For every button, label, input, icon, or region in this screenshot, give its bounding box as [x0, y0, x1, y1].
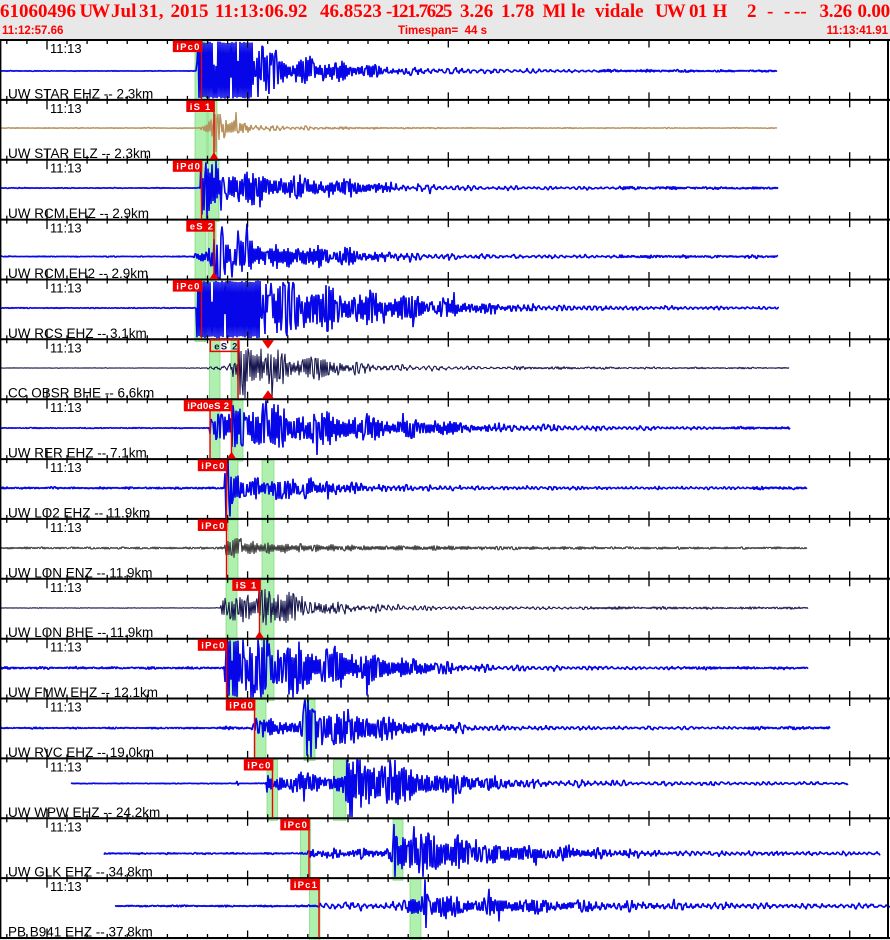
svg-text:UW RCS EHZ -- 3.1km: UW RCS EHZ -- 3.1km: [8, 326, 147, 341]
svg-text:11:13: 11:13: [50, 161, 82, 176]
svg-text:eS 2: eS 2: [214, 341, 238, 352]
svg-text:11:13: 11:13: [50, 400, 82, 415]
svg-text:UW RCM EH2 -- 2.9km: UW RCM EH2 -- 2.9km: [8, 266, 148, 281]
svg-text:11:13: 11:13: [50, 460, 82, 475]
svg-text:iPc0: iPc0: [176, 42, 200, 53]
svg-text:UW RVC EHZ -- 19.0km: UW RVC EHZ -- 19.0km: [8, 745, 154, 760]
svg-text:UW FMW EHZ -- 12.1km: UW FMW EHZ -- 12.1km: [8, 685, 158, 700]
svg-text:11:13: 11:13: [50, 580, 82, 595]
svg-text:11:13: 11:13: [50, 700, 82, 715]
svg-text:UW LON ENZ -- 11.9km: UW LON ENZ -- 11.9km: [8, 565, 153, 580]
svg-text:iPc0: iPc0: [201, 641, 225, 652]
svg-text:UW STAR EHZ -- 2.3km: UW STAR EHZ -- 2.3km: [8, 86, 153, 101]
svg-text:11:13: 11:13: [50, 819, 82, 834]
svg-text:iPc0: iPc0: [284, 820, 308, 831]
svg-text:11:13: 11:13: [50, 879, 82, 894]
svg-text:iPd0eS 2: iPd0eS 2: [187, 401, 229, 412]
svg-text:11:13: 11:13: [50, 520, 82, 535]
svg-text:UW LO2 EHZ -- 11.9km: UW LO2 EHZ -- 11.9km: [8, 505, 150, 520]
svg-text:iPc0: iPc0: [201, 461, 225, 472]
svg-text:iPc0: iPc0: [247, 760, 271, 771]
svg-text:UW RCM EHZ -- 2.9km: UW RCM EHZ -- 2.9km: [8, 206, 149, 221]
svg-text:PB B941 EHZ -- 37.8km: PB B941 EHZ -- 37.8km: [8, 925, 153, 940]
svg-text:eS 2: eS 2: [190, 222, 214, 233]
svg-text:iPc0: iPc0: [176, 281, 200, 292]
svg-text:UW WPW EHZ -- 24.2km: UW WPW EHZ -- 24.2km: [8, 805, 160, 820]
svg-text:CC OBSR BHE -- 6.6km: CC OBSR BHE -- 6.6km: [8, 386, 154, 401]
svg-text:iS 1: iS 1: [190, 102, 212, 113]
svg-text:UW STAR ELZ -- 2.3km: UW STAR ELZ -- 2.3km: [8, 146, 151, 161]
svg-text:iS 1: iS 1: [236, 581, 258, 592]
svg-text:11:13: 11:13: [50, 340, 82, 355]
svg-text:iPc0: iPc0: [201, 521, 225, 532]
svg-text:11:13: 11:13: [50, 41, 82, 56]
svg-text:iPd0: iPd0: [176, 162, 201, 173]
svg-text:iPd0: iPd0: [229, 700, 254, 711]
svg-text:UW RER EHZ -- 7.1km: UW RER EHZ -- 7.1km: [8, 446, 147, 461]
svg-text:11:13: 11:13: [50, 759, 82, 774]
svg-text:11:13: 11:13: [50, 101, 82, 116]
svg-text:11:13: 11:13: [50, 281, 82, 296]
svg-text:11:13: 11:13: [50, 221, 82, 236]
svg-text:UW GLK EHZ -- 34.8km: UW GLK EHZ -- 34.8km: [8, 865, 153, 880]
svg-text:11:13: 11:13: [50, 640, 82, 655]
svg-text:UW LON BHE -- 11.9km: UW LON BHE -- 11.9km: [8, 625, 153, 640]
svg-text:iPc1: iPc1: [294, 880, 318, 891]
